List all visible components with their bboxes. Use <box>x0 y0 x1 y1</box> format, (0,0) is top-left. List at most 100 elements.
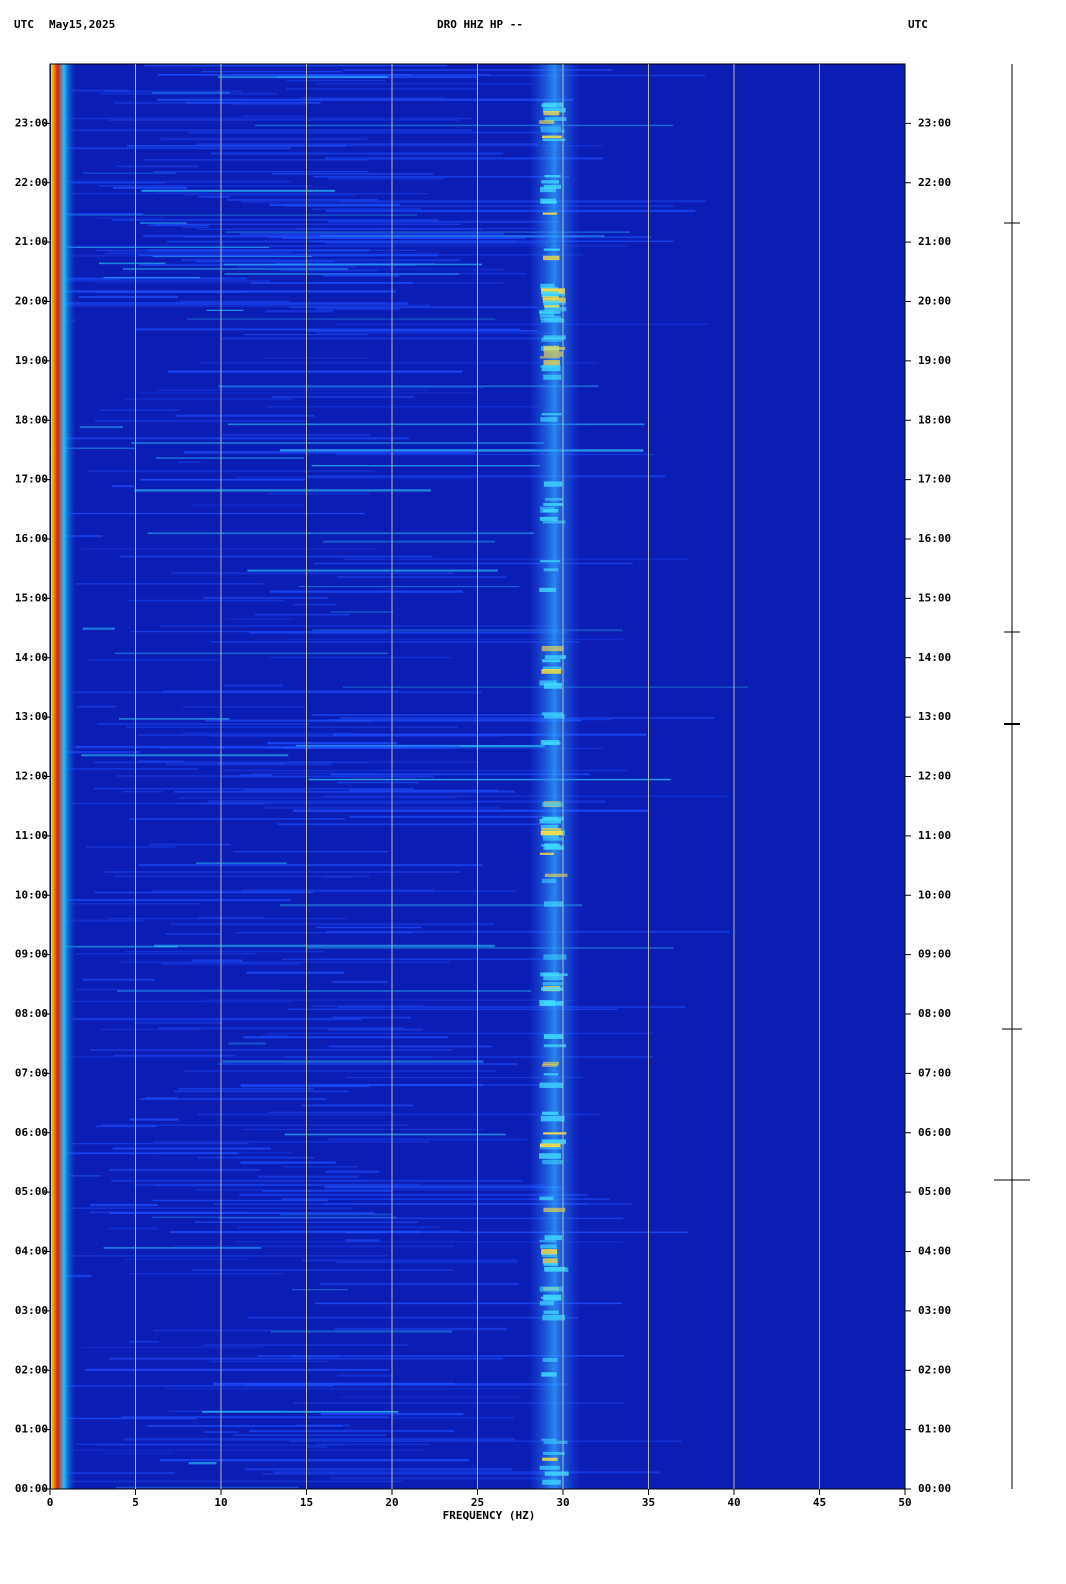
texture-streak <box>334 323 709 326</box>
texture-streak <box>144 159 369 161</box>
texture-streak <box>149 843 231 846</box>
texture-streak <box>123 398 293 400</box>
texture-streak <box>345 1239 380 1242</box>
texture-streak <box>50 302 408 305</box>
y-tick-label: 00:00 <box>15 1482 48 1495</box>
texture-streak <box>310 1004 423 1008</box>
texture-streak <box>122 791 162 793</box>
texture-streak <box>349 815 545 818</box>
texture-streak <box>309 272 526 275</box>
texture-streak <box>196 64 400 66</box>
texture-streak <box>226 199 378 201</box>
texture-streak <box>59 1480 404 1483</box>
texture-band-blob <box>543 481 563 487</box>
texture-band-blob <box>543 184 561 189</box>
y-tick-label-right: 23:00 <box>918 116 951 129</box>
texture-streak <box>254 613 350 616</box>
texture-streak <box>267 741 397 745</box>
texture-streak <box>111 1179 523 1182</box>
texture-streak <box>108 1227 158 1230</box>
y-tick-label: 02:00 <box>15 1363 48 1376</box>
y-tick-label-right: 11:00 <box>918 829 951 842</box>
texture-streak <box>228 1042 266 1045</box>
texture-streak <box>129 1341 160 1343</box>
y-tick-label: 18:00 <box>15 413 48 426</box>
texture-streak <box>273 1471 660 1474</box>
texture-streak <box>284 1133 506 1136</box>
texture-streak <box>343 69 613 71</box>
texture-band-blob <box>543 742 561 745</box>
texture-band-blob <box>541 802 564 807</box>
texture-streak <box>93 761 368 764</box>
texture-streak <box>299 585 520 588</box>
texture-streak <box>306 1445 328 1448</box>
texture-streak <box>94 891 313 894</box>
texture-streak <box>171 572 455 575</box>
texture-streak <box>95 249 417 252</box>
texture-streak <box>65 279 122 281</box>
y-tick-label: 23:00 <box>15 116 48 129</box>
texture-streak <box>68 1175 102 1177</box>
texture-streak <box>56 180 292 183</box>
texture-streak <box>289 1440 682 1442</box>
texture-streak <box>159 624 559 628</box>
texture-streak <box>77 705 117 708</box>
texture-band-blob <box>539 120 554 124</box>
x-tick-label: 5 <box>132 1496 139 1509</box>
texture-band-blob <box>540 319 565 323</box>
texture-streak <box>124 1438 516 1441</box>
y-tick-label: 19:00 <box>15 354 48 367</box>
texture-streak <box>107 917 348 920</box>
texture-streak <box>148 224 210 227</box>
texture-streak <box>109 1168 260 1172</box>
texture-streak <box>155 457 305 459</box>
texture-streak <box>246 971 345 974</box>
texture-streak <box>197 1156 315 1159</box>
texture-streak <box>138 760 184 763</box>
texture-streak <box>174 1245 454 1248</box>
texture-streak <box>188 1462 217 1465</box>
texture-streak <box>262 357 369 359</box>
texture-streak <box>82 978 155 981</box>
texture-streak <box>134 1021 223 1024</box>
texture-streak <box>161 962 301 965</box>
texture-band-blob <box>543 1132 567 1135</box>
y-tick-label: 22:00 <box>15 176 48 189</box>
texture-streak <box>113 101 243 105</box>
y-tick-label-right: 09:00 <box>918 948 951 961</box>
texture-band-blob <box>542 1457 558 1461</box>
texture-streak <box>328 719 613 721</box>
right-header: UTC <box>908 18 928 31</box>
texture-streak <box>109 1212 375 1215</box>
texture-streak <box>76 988 281 991</box>
texture-streak <box>152 890 517 893</box>
texture-streak <box>247 569 498 572</box>
texture-streak <box>315 332 561 334</box>
texture-band-blob <box>540 186 557 193</box>
x-tick-label: 40 <box>727 1496 740 1509</box>
texture-streak <box>269 590 464 593</box>
texture-band-blob <box>539 516 558 521</box>
texture-streak <box>283 205 674 207</box>
texture-streak <box>272 173 434 175</box>
texture-streak <box>50 919 144 922</box>
y-tick-label: 20:00 <box>15 295 48 308</box>
texture-streak <box>121 961 451 964</box>
y-tick-label: 03:00 <box>15 1304 48 1317</box>
texture-streak <box>129 1118 179 1121</box>
texture-streak <box>165 1388 559 1390</box>
texture-streak <box>308 778 671 781</box>
y-tick-label: 05:00 <box>15 1185 48 1198</box>
texture-band-blob <box>539 314 555 317</box>
texture-streak <box>76 1443 220 1445</box>
y-tick-label: 15:00 <box>15 591 48 604</box>
texture-streak <box>222 1060 484 1063</box>
texture-streak <box>50 1417 197 1420</box>
texture-streak <box>68 214 418 216</box>
texture-band-blob <box>541 1139 565 1145</box>
texture-streak <box>266 268 504 271</box>
texture-band-blob <box>543 1034 563 1039</box>
texture-band-blob <box>543 954 567 960</box>
texture-streak <box>116 775 242 778</box>
